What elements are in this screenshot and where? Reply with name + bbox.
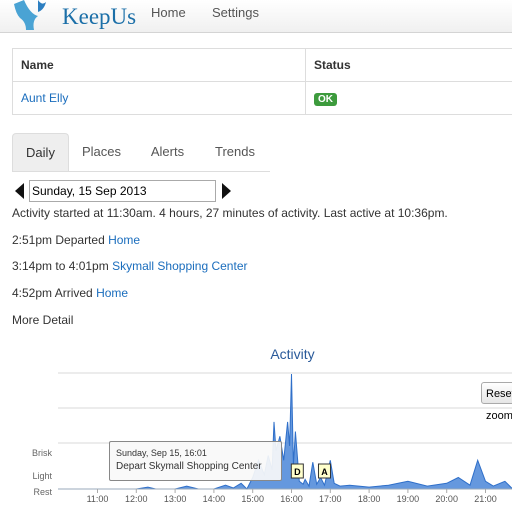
nav-home-link[interactable]: Home — [151, 5, 186, 20]
y-axis-label: Brisk — [32, 448, 52, 458]
event-marker[interactable] — [317, 463, 331, 479]
status-column-header: Status — [305, 48, 512, 82]
next-day-arrow-icon[interactable] — [222, 183, 231, 199]
event-place-link[interactable]: Home — [96, 286, 129, 300]
chart-tooltip: Sunday, Sep 15, 16:01 Depart Skymall Sho… — [109, 441, 282, 481]
status-badge: OK — [314, 92, 337, 106]
reset-zoom-button[interactable]: Reset zoom — [481, 382, 512, 422]
event-item: 4:52pm Arrived Home — [12, 286, 128, 300]
x-tick-label: 19:00 — [397, 494, 420, 504]
event-marker-label: A — [321, 467, 328, 477]
brand-name: KeepUs — [62, 4, 137, 29]
chart-title: Activity — [270, 346, 315, 362]
person-name-link[interactable]: Aunt Elly — [21, 91, 69, 105]
event-text: Departed — [55, 233, 105, 247]
logo-figure-icon — [14, 0, 46, 30]
event-time: 2:51pm — [12, 233, 53, 247]
previous-day-arrow-icon[interactable] — [15, 183, 24, 199]
x-tick-label: 12:00 — [125, 494, 148, 504]
tab-alerts[interactable]: Alerts — [150, 144, 185, 159]
event-place-link[interactable]: Home — [108, 233, 141, 247]
people-table: Name Status Aunt Elly OK — [12, 48, 512, 115]
event-item: 3:14pm to 4:01pm Skymall Shopping Center — [12, 259, 247, 273]
date-field[interactable] — [29, 180, 216, 202]
x-tick-label: 17:00 — [319, 494, 342, 504]
table-header-row: Name Status — [12, 48, 512, 82]
y-axis-label: Light — [32, 471, 52, 481]
event-marker-label: D — [294, 467, 301, 477]
status-cell: OK — [305, 81, 512, 115]
event-marker[interactable] — [290, 463, 304, 479]
x-tick-label: 18:00 — [358, 494, 381, 504]
name-cell: Aunt Elly — [12, 81, 306, 115]
x-tick-label: 20:00 — [435, 494, 458, 504]
top-navbar: KeepUs Home Settings — [0, 0, 512, 33]
brand-logo[interactable]: KeepUs — [12, 0, 136, 30]
tab-daily[interactable]: Daily — [12, 133, 69, 171]
tab-places[interactable]: Places — [81, 144, 122, 159]
activity-chart[interactable]: Brisk Light Rest 11:00 12:00 13:00 14:00 15:00 1… — [0, 360, 512, 512]
event-time: 4:52pm — [12, 286, 53, 300]
x-tick-label: 15:00 — [241, 494, 264, 504]
view-tabs: Daily Places Alerts Trends — [12, 133, 270, 172]
tab-trends[interactable]: Trends — [215, 144, 255, 159]
table-row: Aunt Elly OK — [12, 81, 512, 115]
event-text: Arrived — [54, 286, 93, 300]
x-tick-label: 14:00 — [203, 494, 226, 504]
x-tick-label: 13:00 — [164, 494, 187, 504]
event-item: 2:51pm Departed Home — [12, 233, 140, 247]
event-place-link[interactable]: Skymall Shopping Center — [112, 259, 248, 273]
event-time: 3:14pm to 4:01pm — [12, 259, 109, 273]
name-column-header: Name — [12, 48, 306, 82]
x-tick-label: 16:00 — [280, 494, 303, 504]
nav-settings-link[interactable]: Settings — [212, 5, 259, 20]
tooltip-text: Depart Skymall Shopping Center — [116, 461, 262, 472]
activity-summary: Activity started at 11:30am. 4 hours, 27… — [12, 206, 448, 220]
more-detail-link[interactable]: More Detail — [12, 313, 74, 327]
y-axis-label: Rest — [33, 487, 52, 497]
x-tick-label: 21:00 — [474, 494, 497, 504]
tooltip-date: Sunday, Sep 15, 16:01 — [116, 448, 207, 458]
x-tick-label: 11:00 — [87, 494, 109, 504]
